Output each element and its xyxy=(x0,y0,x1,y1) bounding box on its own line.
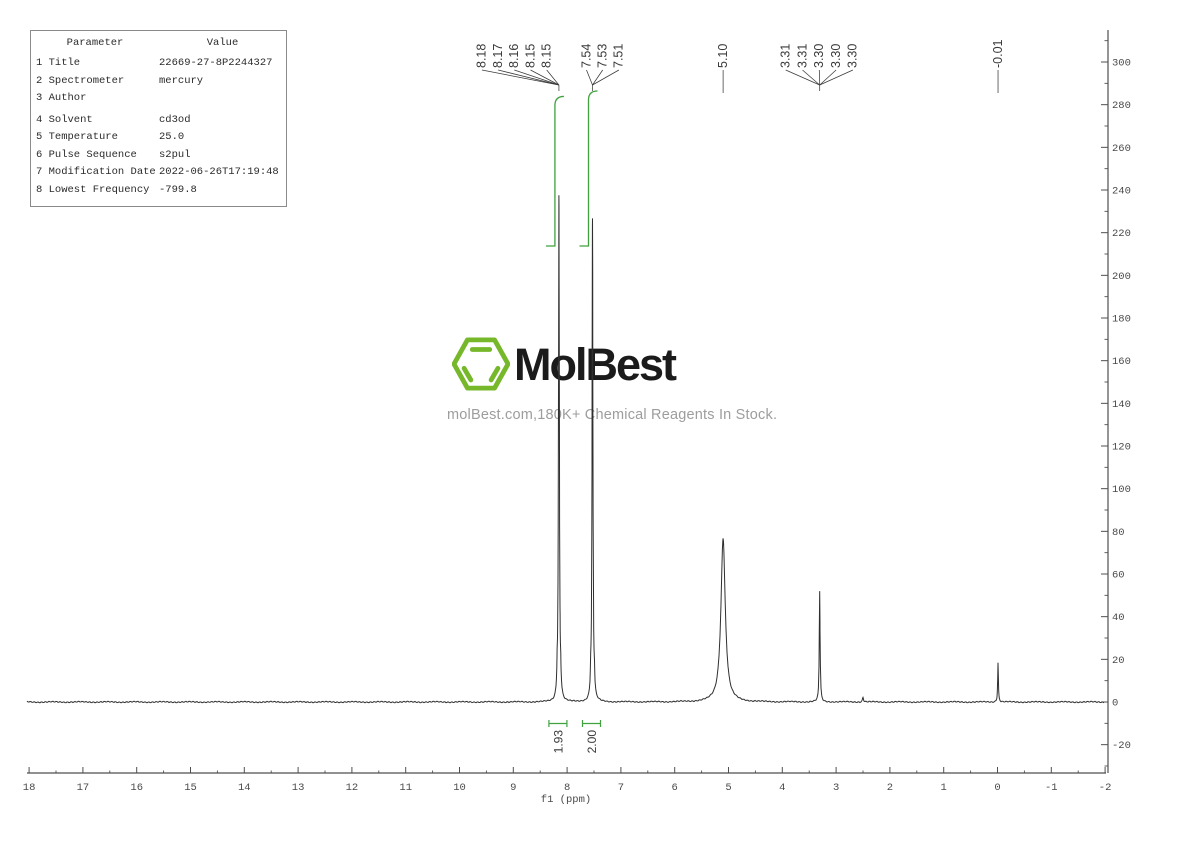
table-row: 8 Lowest Frequency -799.8 xyxy=(31,182,286,200)
parameter-table: Parameter Value 1 Title 22669-27-8P224432… xyxy=(30,30,287,207)
svg-text:10: 10 xyxy=(453,782,466,794)
svg-text:8.15: 8.15 xyxy=(540,44,554,68)
svg-text:3.30: 3.30 xyxy=(846,44,860,68)
svg-text:5.10: 5.10 xyxy=(716,44,730,68)
svg-text:11: 11 xyxy=(399,782,412,794)
svg-text:1.93: 1.93 xyxy=(551,730,565,754)
param-name: 8 Lowest Frequency xyxy=(36,183,150,196)
svg-text:4: 4 xyxy=(779,782,785,794)
svg-text:160: 160 xyxy=(1112,356,1131,368)
param-name: 1 Title xyxy=(36,57,81,69)
svg-text:15: 15 xyxy=(184,782,197,794)
param-value: -799.8 xyxy=(159,183,197,196)
param-name: 6 Pulse Sequence xyxy=(36,148,137,161)
svg-text:8.17: 8.17 xyxy=(491,44,505,68)
watermark-brand-text: MolBest xyxy=(514,338,677,390)
svg-text:17: 17 xyxy=(77,782,90,794)
watermark: MolBest molBest.com,180K+ Chemical Reage… xyxy=(447,334,777,423)
param-value: mercury xyxy=(159,74,204,87)
molbest-logo: MolBest xyxy=(452,334,777,394)
param-value xyxy=(159,90,286,108)
svg-text:3: 3 xyxy=(833,782,839,794)
svg-text:12: 12 xyxy=(346,782,359,794)
table-row: 3 Author xyxy=(31,90,286,108)
param-value: 2022-06-26T17:19:48 xyxy=(159,166,279,178)
param-name: 3 Author xyxy=(36,92,87,104)
svg-text:f1 (ppm): f1 (ppm) xyxy=(541,794,591,806)
column-header-value: Value xyxy=(206,37,239,49)
svg-text:220: 220 xyxy=(1112,228,1131,240)
svg-text:60: 60 xyxy=(1112,570,1125,582)
param-name: 4 Solvent xyxy=(36,113,93,126)
svg-text:3.30: 3.30 xyxy=(812,44,826,68)
svg-text:3.30: 3.30 xyxy=(829,44,843,68)
table-row: 1 Title 22669-27-8P2244327 xyxy=(31,55,286,73)
table-row: 2 Spectrometer mercury xyxy=(31,73,286,91)
svg-text:280: 280 xyxy=(1112,100,1131,112)
svg-text:300: 300 xyxy=(1112,58,1131,70)
svg-text:18: 18 xyxy=(23,782,36,794)
svg-text:6: 6 xyxy=(672,782,678,794)
svg-text:9: 9 xyxy=(510,782,516,794)
svg-text:2: 2 xyxy=(887,782,893,794)
column-header-parameter: Parameter xyxy=(66,37,124,49)
svg-text:-2: -2 xyxy=(1099,782,1112,794)
svg-text:7.51: 7.51 xyxy=(612,44,626,68)
param-name: 5 Temperature xyxy=(36,131,118,143)
watermark-tagline: molBest.com,180K+ Chemical Reagents In S… xyxy=(447,407,778,423)
svg-text:8: 8 xyxy=(564,782,570,794)
svg-text:8.16: 8.16 xyxy=(507,44,521,68)
svg-text:8.18: 8.18 xyxy=(475,44,489,68)
table-row: 4 Solvent cd3od xyxy=(31,112,286,130)
param-name: 7 Modification Date xyxy=(36,166,156,178)
svg-text:0: 0 xyxy=(1112,698,1118,710)
svg-text:140: 140 xyxy=(1112,399,1131,411)
svg-text:260: 260 xyxy=(1112,143,1131,155)
svg-text:-0.01: -0.01 xyxy=(991,39,1005,68)
svg-text:13: 13 xyxy=(292,782,305,794)
svg-text:16: 16 xyxy=(130,782,143,794)
svg-text:7: 7 xyxy=(618,782,624,794)
svg-text:180: 180 xyxy=(1112,314,1131,326)
svg-text:7.53: 7.53 xyxy=(595,44,609,68)
table-row: 6 Pulse Sequence s2pul xyxy=(31,147,286,165)
param-value: 22669-27-8P2244327 xyxy=(159,57,273,69)
svg-text:200: 200 xyxy=(1112,271,1131,283)
param-name: 2 Spectrometer xyxy=(36,74,125,87)
parameter-table-header: Parameter Value xyxy=(31,36,286,55)
svg-text:14: 14 xyxy=(238,782,251,794)
svg-text:5: 5 xyxy=(725,782,731,794)
svg-text:20: 20 xyxy=(1112,655,1125,667)
svg-text:80: 80 xyxy=(1112,527,1125,539)
svg-text:2.00: 2.00 xyxy=(585,730,599,754)
svg-text:1: 1 xyxy=(941,782,947,794)
param-value: cd3od xyxy=(159,113,191,126)
param-value: s2pul xyxy=(159,148,191,161)
table-row: 7 Modification Date 2022-06-26T17:19:48 xyxy=(31,164,286,182)
svg-text:120: 120 xyxy=(1112,442,1131,454)
svg-text:100: 100 xyxy=(1112,484,1131,496)
svg-text:7.54: 7.54 xyxy=(579,44,593,68)
svg-text:-1: -1 xyxy=(1045,782,1058,794)
svg-text:3.31: 3.31 xyxy=(778,44,792,68)
svg-text:3.31: 3.31 xyxy=(795,44,809,68)
svg-text:0: 0 xyxy=(994,782,1000,794)
benzene-hexagon-icon xyxy=(452,337,510,391)
svg-text:8.15: 8.15 xyxy=(523,44,537,68)
svg-text:-20: -20 xyxy=(1112,740,1131,752)
table-row: 5 Temperature 25.0 xyxy=(31,129,286,147)
param-value: 25.0 xyxy=(159,131,185,143)
svg-text:40: 40 xyxy=(1112,612,1125,624)
svg-text:240: 240 xyxy=(1112,186,1131,198)
